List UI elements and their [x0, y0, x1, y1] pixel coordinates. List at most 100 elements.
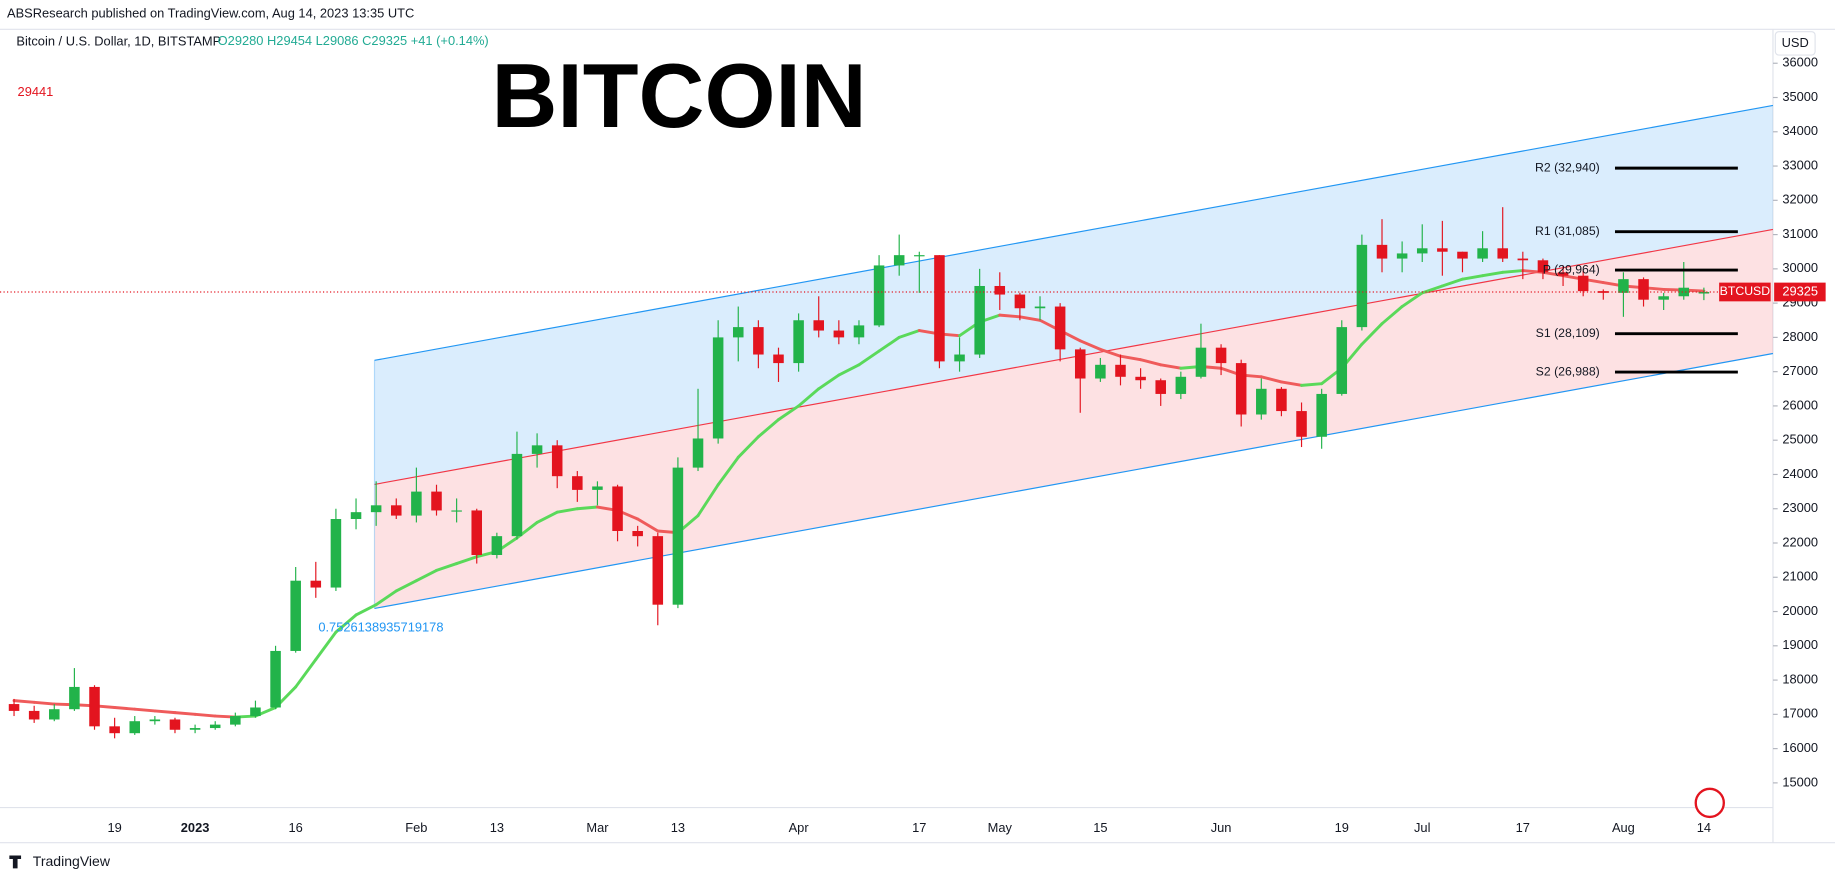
candle-body	[612, 486, 623, 532]
x-tick-label: Feb	[405, 820, 427, 835]
moving-average	[294, 658, 318, 689]
pivot-label: R1 (31,085)	[1535, 224, 1600, 238]
currency-box[interactable]	[1774, 31, 1816, 56]
y-tick-label: 25000	[1782, 432, 1818, 447]
moving-average	[736, 435, 760, 459]
candle-body	[954, 354, 965, 362]
moving-average	[435, 562, 459, 572]
candle-body	[732, 327, 744, 338]
candle-body	[411, 491, 422, 516]
candle-body	[1215, 347, 1227, 364]
moving-average	[455, 555, 479, 566]
candle-body	[471, 510, 483, 555]
moving-average	[133, 707, 157, 713]
symbol: Bitcoin / U.S. Dollar, 1D, BITSTAMP	[16, 34, 221, 49]
y-tick-label: 35000	[1782, 89, 1818, 104]
change-text: +41 (+0.14%)	[411, 34, 489, 49]
moving-average	[1119, 354, 1143, 362]
footer-logo	[9, 855, 22, 869]
moving-average	[797, 387, 821, 408]
candle-body	[1316, 393, 1327, 437]
y-tick-label: 23000	[1782, 500, 1818, 515]
candle-body	[1235, 363, 1247, 415]
y-tick-label: 32000	[1782, 192, 1818, 207]
x-tick-label: 17	[912, 820, 926, 835]
candle-body	[1376, 244, 1388, 259]
chart-title: BITCOIN	[492, 45, 867, 147]
candle-body	[1054, 306, 1066, 350]
candle-body	[1336, 327, 1348, 394]
candle-body	[1276, 388, 1287, 412]
x-tick-label: Aug	[1612, 820, 1635, 835]
candle-body	[833, 330, 845, 338]
candle-body	[1457, 251, 1468, 259]
candle-body	[1014, 294, 1026, 309]
candle-body	[652, 536, 664, 605]
moving-average	[1380, 305, 1404, 326]
candle-body	[89, 686, 100, 727]
candle-body	[1296, 411, 1307, 437]
candle-body	[1115, 364, 1126, 377]
channel-lower-fill	[374, 229, 1773, 609]
moving-average	[374, 589, 398, 607]
y-tick-label: 27000	[1782, 363, 1818, 378]
ohlc: O29280 H29454 L29086 C29325 +41 (+0.14%)	[218, 34, 489, 49]
candle-body	[1034, 306, 1046, 309]
moving-average	[1501, 269, 1525, 274]
candle-body	[753, 327, 764, 355]
channel-upper-fill	[374, 105, 1773, 485]
candle-body	[391, 505, 402, 516]
y-tick-label: 19000	[1782, 637, 1818, 652]
candle-body	[1195, 347, 1207, 377]
candle-body	[793, 320, 804, 364]
x-tick-label: Jun	[1211, 820, 1232, 835]
candle-body	[149, 719, 161, 722]
x-tick-label: 14	[1697, 820, 1711, 835]
y-tick-label: 34000	[1782, 123, 1818, 138]
x-tick-label: 16	[289, 820, 303, 835]
candle-body	[1517, 258, 1529, 261]
candle-body	[853, 325, 865, 338]
moving-average	[998, 313, 1022, 319]
candle-body	[1658, 296, 1669, 300]
currency[interactable]: USD	[1782, 35, 1809, 50]
candle-body	[1497, 248, 1508, 259]
last-price-box	[1774, 282, 1826, 302]
x-tick-label: 2023	[181, 820, 210, 835]
candle-body	[551, 445, 563, 477]
candle-body	[934, 255, 945, 362]
moving-average	[1279, 380, 1304, 387]
moving-average	[193, 712, 217, 718]
moving-average	[12, 699, 36, 704]
moving-average	[334, 613, 358, 634]
candle-body	[1416, 248, 1428, 254]
x-tick-label: 17	[1516, 820, 1530, 835]
moving-average	[837, 363, 861, 377]
candle-body	[1557, 272, 1569, 276]
channel-upper	[374, 104, 1773, 361]
moving-average	[1461, 274, 1485, 281]
moving-average	[394, 579, 418, 593]
moving-average	[113, 706, 137, 711]
candle-body	[451, 510, 462, 512]
moving-average	[555, 507, 579, 514]
close-text: C29325	[362, 34, 407, 49]
moving-average	[756, 418, 780, 439]
candle-body	[914, 255, 925, 257]
candle-body	[49, 709, 60, 720]
y-tick-label: 31000	[1782, 226, 1818, 241]
candle-body	[572, 476, 583, 490]
candle-body	[1598, 291, 1609, 293]
candle-body	[129, 721, 141, 734]
y-tick-label: 20000	[1782, 603, 1818, 618]
moving-average	[1400, 291, 1424, 309]
candle-body	[491, 536, 503, 555]
candle-body	[1155, 380, 1166, 394]
pivot-label: P (29,964)	[1543, 262, 1600, 276]
moving-average	[1300, 382, 1324, 387]
marker: 29441	[18, 84, 54, 99]
moving-average	[1018, 315, 1042, 322]
y-tick-label: 36000	[1782, 55, 1818, 70]
candle-body	[773, 354, 784, 364]
